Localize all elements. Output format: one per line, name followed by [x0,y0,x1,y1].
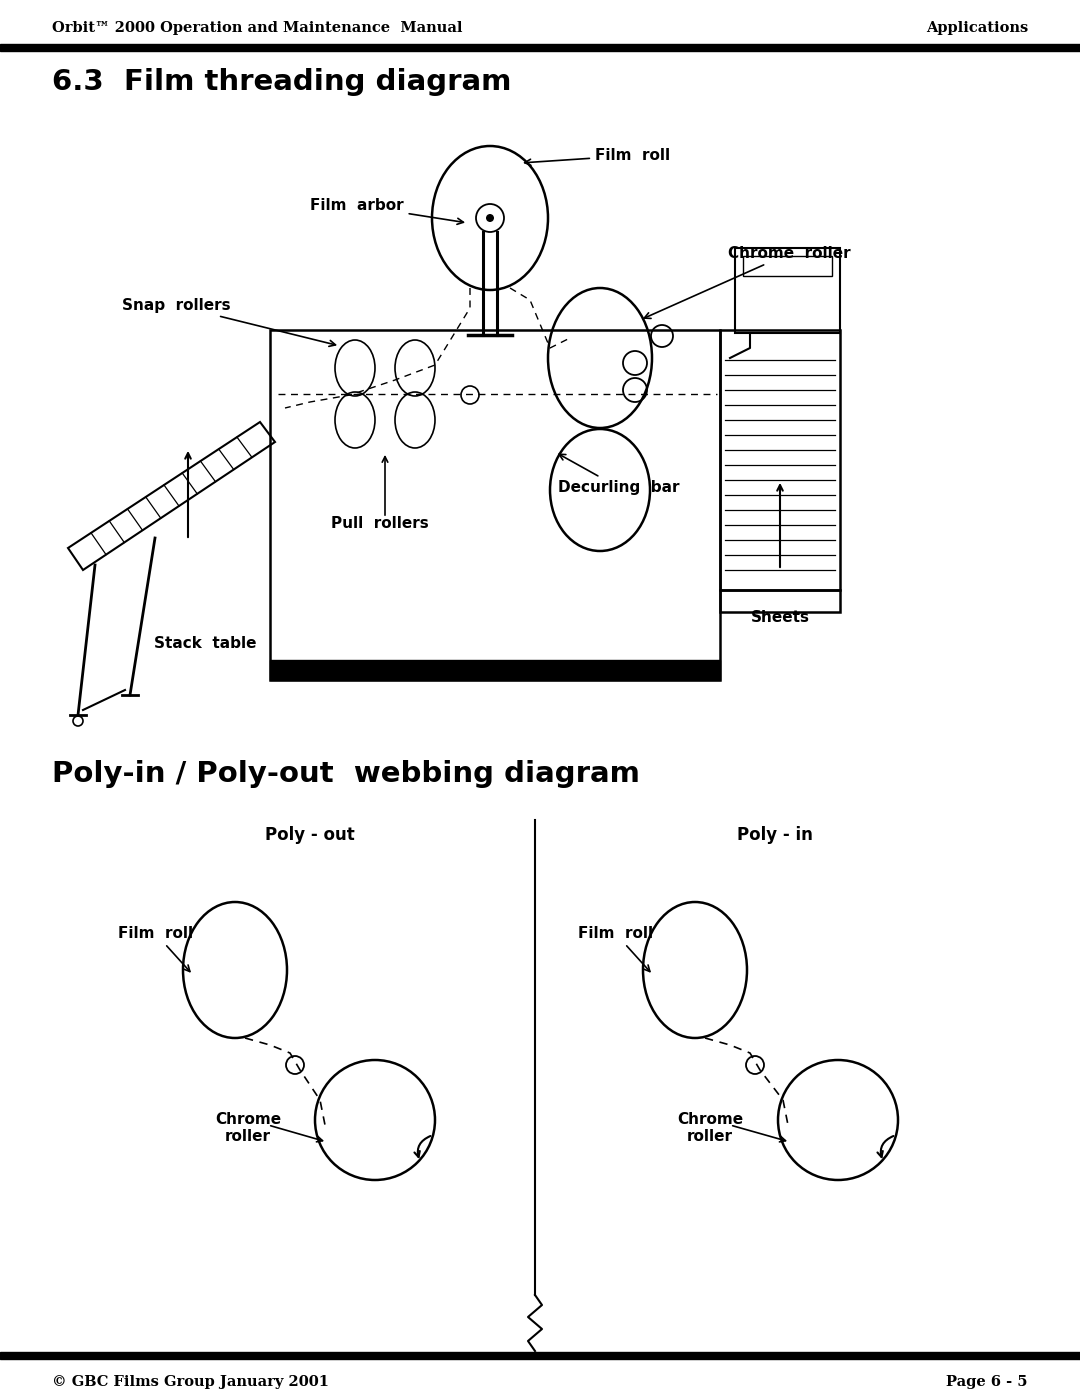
Text: Chrome  roller: Chrome roller [645,246,851,319]
Text: Chrome
roller: Chrome roller [215,1112,281,1144]
Text: 6.3  Film threading diagram: 6.3 Film threading diagram [52,68,511,96]
Text: Page 6 - 5: Page 6 - 5 [946,1375,1028,1389]
Text: Chrome
roller: Chrome roller [677,1112,743,1144]
Circle shape [486,214,494,222]
Text: Decurling  bar: Decurling bar [558,454,679,495]
Text: Sheets: Sheets [751,610,810,624]
Bar [720,330,840,590]
Text: Poly - out: Poly - out [265,826,355,844]
Bar [0,1352,1080,1359]
Bar [270,659,720,680]
Text: Film  roll: Film roll [578,926,653,971]
Text: Pull  rollers: Pull rollers [332,515,429,531]
Bar [270,330,720,680]
Bar [735,249,840,332]
Text: Snap  rollers: Snap rollers [122,298,336,346]
Text: Film  roll: Film roll [118,926,193,971]
Text: Film  arbor: Film arbor [310,198,463,225]
Text: Poly - in: Poly - in [737,826,813,844]
Bar [720,590,840,612]
Bar [743,256,832,277]
Text: Orbit™ 2000 Operation and Maintenance  Manual: Orbit™ 2000 Operation and Maintenance Ma… [52,21,462,35]
Bar [0,43,1080,52]
Text: Applications: Applications [926,21,1028,35]
Text: Poly-in / Poly-out  webbing diagram: Poly-in / Poly-out webbing diagram [52,760,639,788]
Text: Film  roll: Film roll [525,148,670,165]
Text: © GBC Films Group January 2001: © GBC Films Group January 2001 [52,1375,329,1389]
Text: Stack  table: Stack table [153,636,256,651]
